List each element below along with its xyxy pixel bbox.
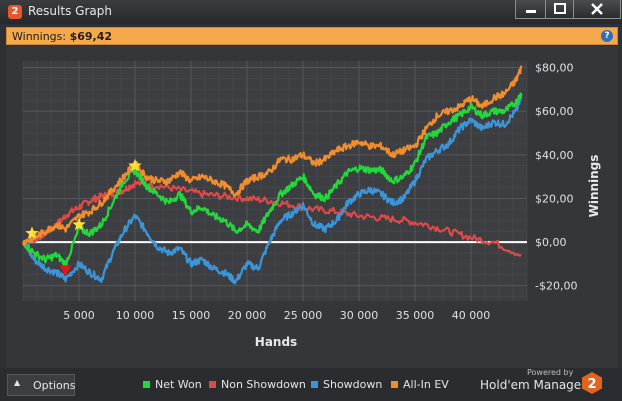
powered-by-text: Powered by [527, 368, 574, 377]
title-bar[interactable]: 2 Results Graph [0, 0, 622, 24]
holdem-manager-logo-icon: 2 [582, 372, 602, 394]
winnings-summary-bar: Winnings: $69,42 ? [6, 27, 618, 45]
legend-swatch [209, 381, 216, 388]
legend-swatch [311, 381, 318, 388]
series-line-non-showdown [22, 179, 522, 257]
x-tick-label: 25 000 [284, 309, 323, 322]
legend-label: Net Won [155, 378, 202, 391]
logo-glyph: 2 [587, 377, 596, 392]
winnings-value: $69,42 [69, 30, 113, 43]
minimize-icon [526, 10, 536, 13]
app-logo-icon: 2 [8, 5, 22, 19]
y-tick-label: $40,00 [535, 149, 574, 162]
bottom-bar: ▲ Options Net Won Non Showdown Showdown All… [0, 368, 622, 401]
product-name: Hold'em Manager [480, 378, 587, 392]
x-tick-label: 5 000 [63, 309, 95, 322]
legend-label: Non Showdown [221, 378, 306, 391]
x-tick-label: 15 000 [172, 309, 211, 322]
star-marker-icon [72, 217, 86, 231]
y-axis-label: Winnings [587, 155, 601, 218]
triangle-down-marker-icon [59, 265, 72, 277]
window-title: Results Graph [28, 4, 112, 18]
x-tick-label: 35 000 [396, 309, 435, 322]
star-marker-icon [25, 226, 39, 239]
star-marker-icon [128, 158, 142, 172]
x-tick-label: 40 000 [452, 309, 491, 322]
winnings-summary: Winnings: $69,42 [12, 30, 112, 43]
close-button[interactable] [573, 0, 621, 19]
legend-label: Showdown [323, 378, 383, 391]
y-tick-label: $80,00 [535, 62, 574, 75]
caret-up-icon: ▲ [14, 378, 21, 387]
x-axis-label: Hands [255, 335, 297, 349]
legend-swatch [143, 381, 150, 388]
series-line-all-in-ev [21, 65, 523, 247]
series-line-showdown [22, 96, 523, 285]
x-tick-label: 10 000 [116, 309, 155, 322]
results-chart: 5 000 10 000 15 000 20 000 25 000 30 000 35 00… [6, 46, 618, 368]
legend-label: All-In EV [403, 378, 449, 391]
options-label: Options [33, 379, 76, 392]
legend-item[interactable]: Net Won [143, 378, 202, 391]
maximize-icon [554, 3, 566, 14]
x-tick-label: 20 000 [228, 309, 267, 322]
legend-item[interactable]: All-In EV [391, 378, 449, 391]
maximize-button[interactable] [545, 0, 575, 19]
y-tick-label: $20,00 [535, 192, 574, 205]
x-tick-label: 30 000 [340, 309, 379, 322]
close-icon [591, 3, 603, 15]
y-tick-label: -$20,00 [535, 280, 577, 293]
minimize-button[interactable] [515, 0, 547, 19]
legend-item[interactable]: Showdown [311, 378, 382, 391]
options-button[interactable]: ▲ Options [7, 374, 75, 396]
results-chart-svg: 5 000 10 000 15 000 20 000 25 000 30 000 35 00… [21, 61, 601, 349]
legend-swatch [391, 381, 398, 388]
series-line-net-won [22, 92, 523, 268]
y-tick-label: $60,00 [535, 105, 574, 118]
help-icon[interactable]: ? [601, 30, 613, 42]
legend-item[interactable]: Non Showdown [209, 378, 306, 391]
y-tick-label: $0,00 [535, 236, 567, 249]
winnings-label: Winnings: [12, 30, 67, 43]
